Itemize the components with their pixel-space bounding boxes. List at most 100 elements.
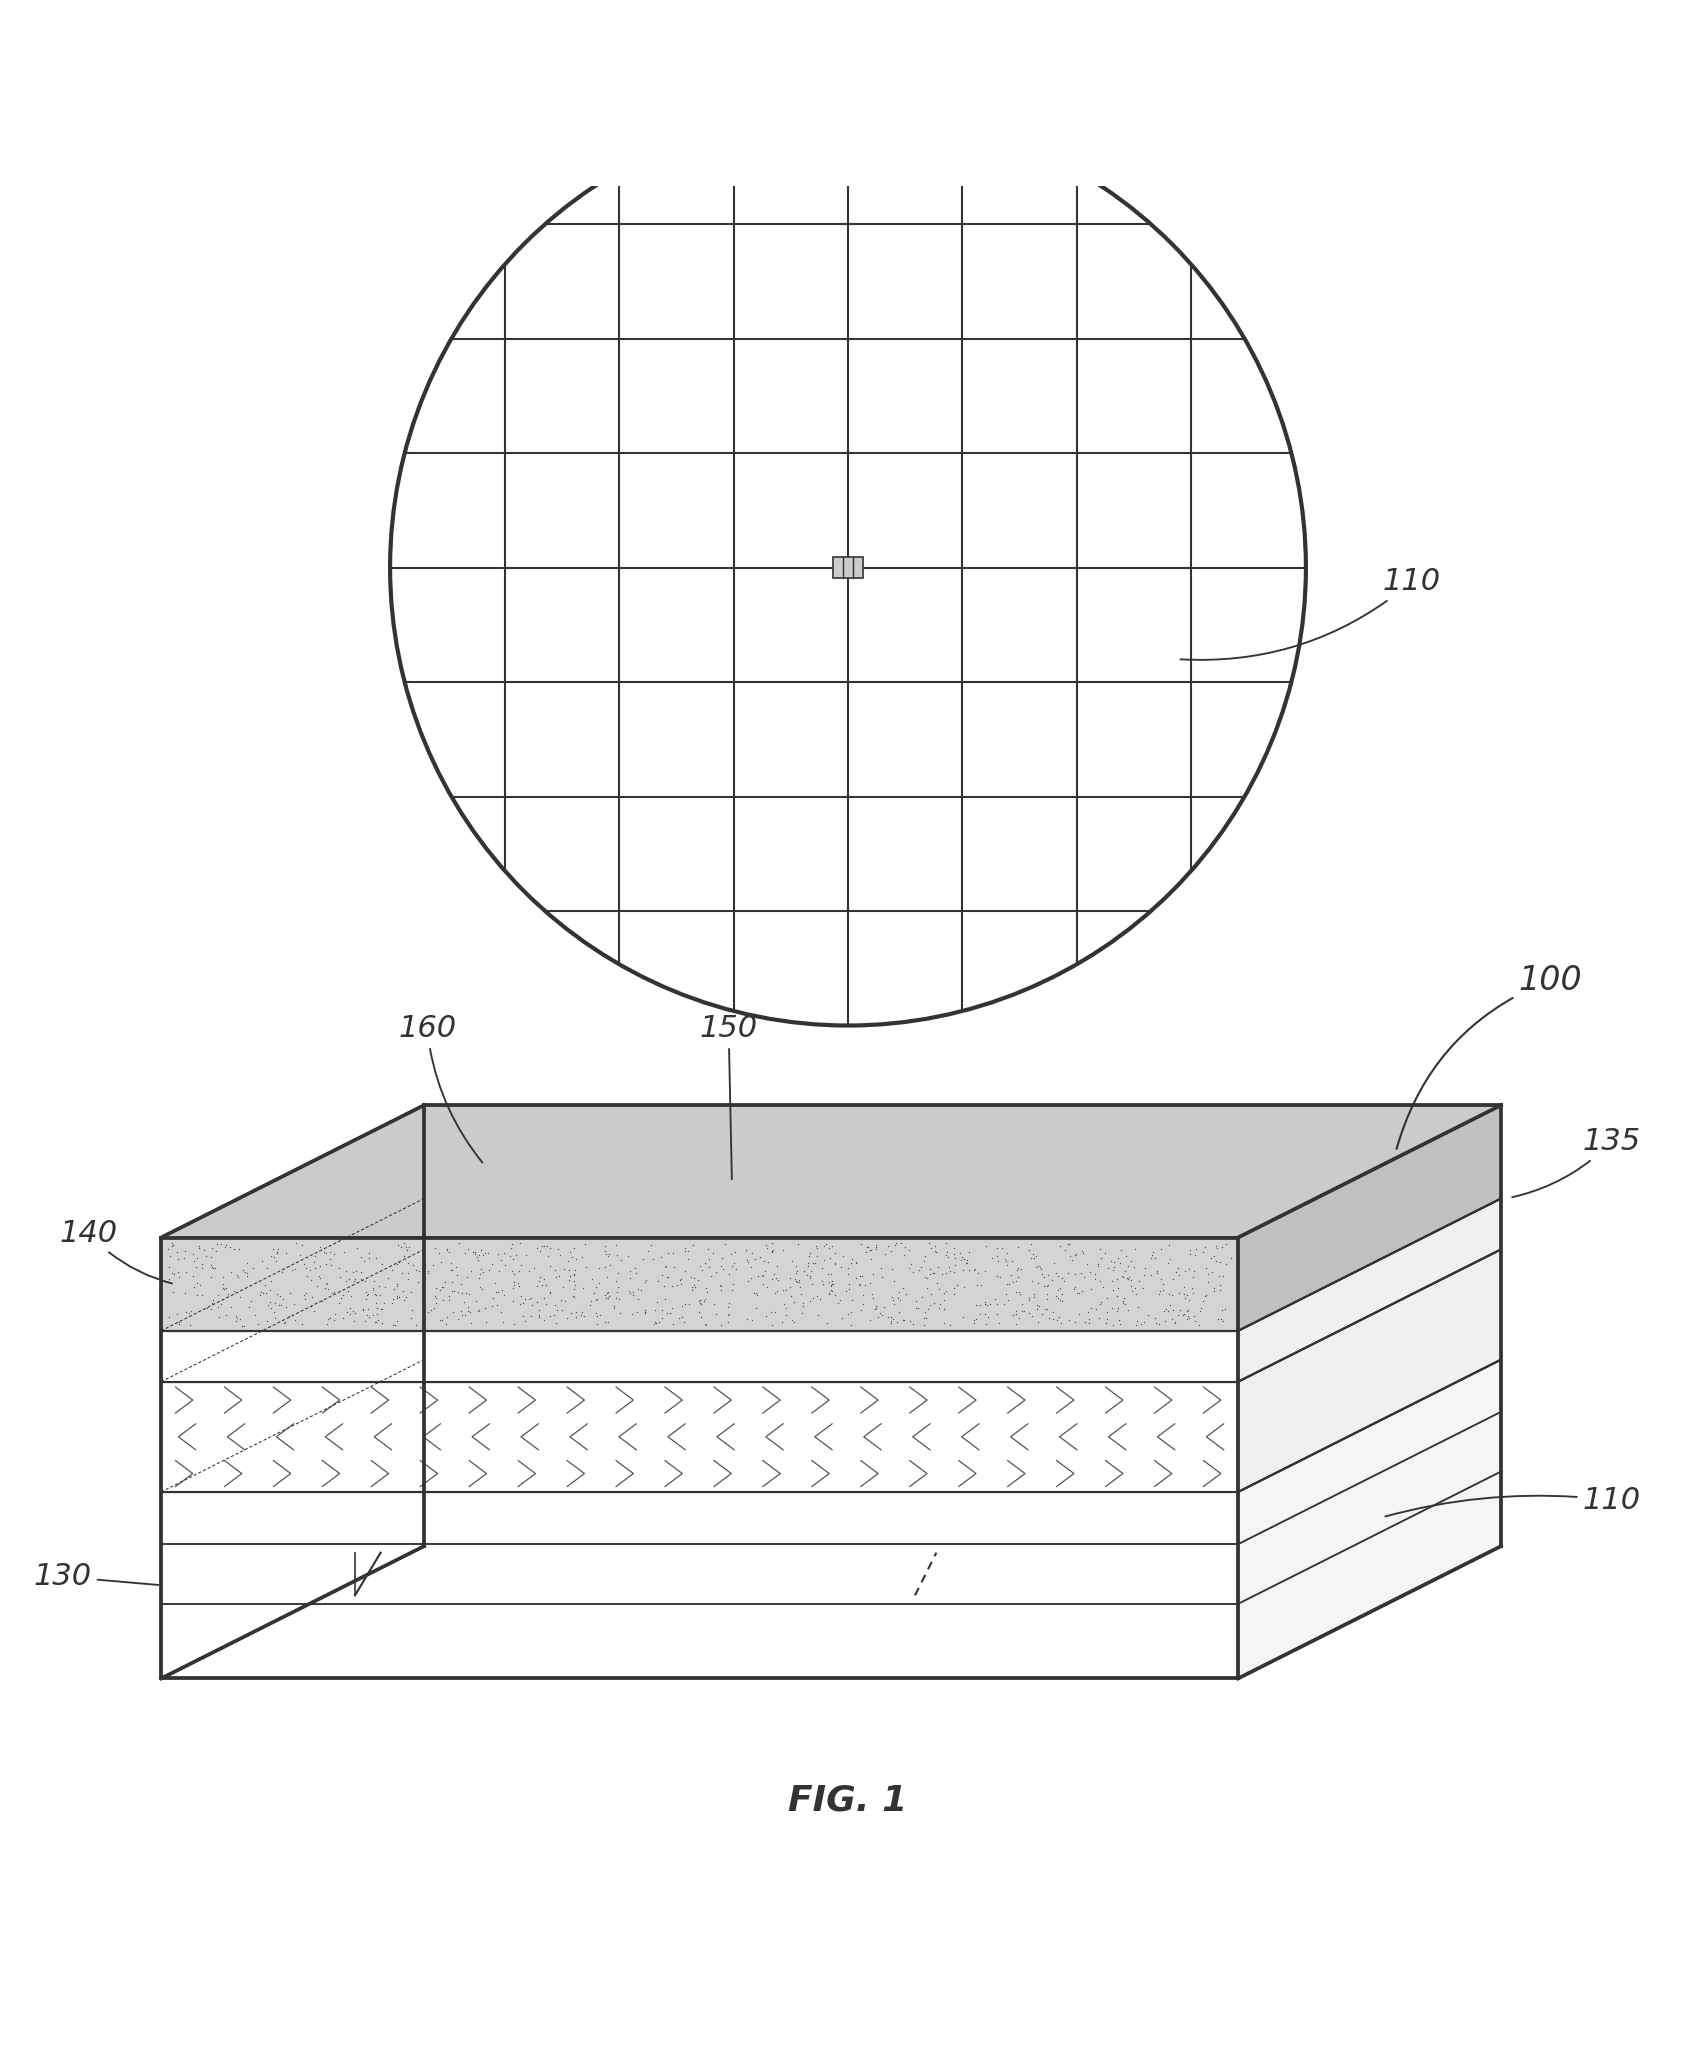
- Point: [322, 1297, 349, 1330]
- Point: [297, 1253, 324, 1286]
- Point: [692, 1282, 719, 1315]
- Point: [1026, 1251, 1053, 1284]
- Point: [159, 1257, 187, 1290]
- Point: [431, 1266, 458, 1299]
- Point: [483, 1276, 510, 1309]
- Point: [387, 1230, 414, 1264]
- Point: [706, 1270, 733, 1303]
- Point: [853, 1237, 880, 1270]
- Point: [436, 1284, 463, 1317]
- Point: [1124, 1290, 1152, 1324]
- Point: [161, 1257, 188, 1290]
- Point: [263, 1237, 290, 1270]
- Point: [1186, 1309, 1213, 1342]
- Point: [918, 1233, 945, 1266]
- Point: [470, 1255, 497, 1288]
- Point: [332, 1266, 360, 1299]
- Point: [1019, 1299, 1046, 1332]
- Point: [327, 1280, 354, 1313]
- Point: [1057, 1241, 1084, 1274]
- Point: [438, 1247, 465, 1280]
- Point: [544, 1233, 572, 1266]
- Point: [653, 1297, 680, 1330]
- Point: [183, 1268, 210, 1301]
- Point: [897, 1305, 924, 1338]
- Point: [1004, 1230, 1031, 1264]
- Point: [1077, 1292, 1104, 1326]
- Point: [1045, 1259, 1072, 1292]
- Point: [1009, 1286, 1036, 1319]
- Point: [1028, 1251, 1055, 1284]
- Point: [412, 1249, 439, 1282]
- Point: [631, 1266, 658, 1299]
- Point: [536, 1276, 563, 1309]
- Point: [592, 1237, 619, 1270]
- Point: [921, 1235, 948, 1268]
- Point: [427, 1245, 455, 1278]
- Circle shape: [390, 110, 1306, 1026]
- Point: [385, 1228, 412, 1261]
- Point: [198, 1241, 226, 1274]
- Point: [1004, 1261, 1031, 1295]
- Point: [772, 1274, 799, 1307]
- Point: [1024, 1290, 1052, 1324]
- Point: [879, 1307, 906, 1340]
- Point: [312, 1247, 339, 1280]
- Point: [962, 1253, 989, 1286]
- Point: [210, 1268, 237, 1301]
- Point: [865, 1301, 892, 1334]
- Point: [555, 1245, 582, 1278]
- Point: [541, 1253, 568, 1286]
- Point: [848, 1292, 875, 1326]
- Point: [999, 1245, 1026, 1278]
- Point: [838, 1309, 865, 1342]
- Point: [380, 1272, 407, 1305]
- Point: [758, 1261, 785, 1295]
- Point: [583, 1282, 611, 1315]
- Point: [1048, 1278, 1075, 1311]
- Point: [1118, 1245, 1145, 1278]
- Point: [383, 1305, 410, 1338]
- Point: [1021, 1280, 1048, 1313]
- Point: [974, 1230, 1001, 1264]
- Point: [1130, 1272, 1157, 1305]
- Point: [478, 1290, 505, 1324]
- Point: [315, 1303, 343, 1336]
- Point: [890, 1303, 918, 1336]
- Point: [163, 1297, 190, 1330]
- Point: [1046, 1272, 1074, 1305]
- Point: [934, 1237, 962, 1270]
- Point: [1033, 1292, 1060, 1326]
- Point: [607, 1243, 634, 1276]
- Point: [244, 1307, 271, 1340]
- Point: [317, 1249, 344, 1282]
- Point: [429, 1272, 456, 1305]
- Point: [395, 1230, 422, 1264]
- Point: [217, 1230, 244, 1264]
- Point: [895, 1251, 923, 1284]
- Point: [992, 1278, 1019, 1311]
- Point: [722, 1251, 750, 1284]
- Point: [465, 1295, 492, 1328]
- Point: [750, 1259, 777, 1292]
- Point: [583, 1270, 611, 1303]
- Point: [631, 1292, 658, 1326]
- Point: [777, 1261, 804, 1295]
- Point: [1091, 1237, 1118, 1270]
- Point: [1062, 1239, 1089, 1272]
- Point: [1165, 1259, 1192, 1292]
- Point: [453, 1261, 480, 1295]
- Point: [280, 1286, 307, 1319]
- Point: [550, 1251, 577, 1284]
- Point: [236, 1290, 263, 1324]
- Point: [948, 1241, 975, 1274]
- Point: [339, 1295, 366, 1328]
- Point: [526, 1301, 553, 1334]
- Point: [563, 1297, 590, 1330]
- Point: [165, 1255, 192, 1288]
- Point: [536, 1276, 563, 1309]
- Point: [468, 1274, 495, 1307]
- Point: [1189, 1284, 1216, 1317]
- Point: [624, 1272, 651, 1305]
- Point: [488, 1274, 516, 1307]
